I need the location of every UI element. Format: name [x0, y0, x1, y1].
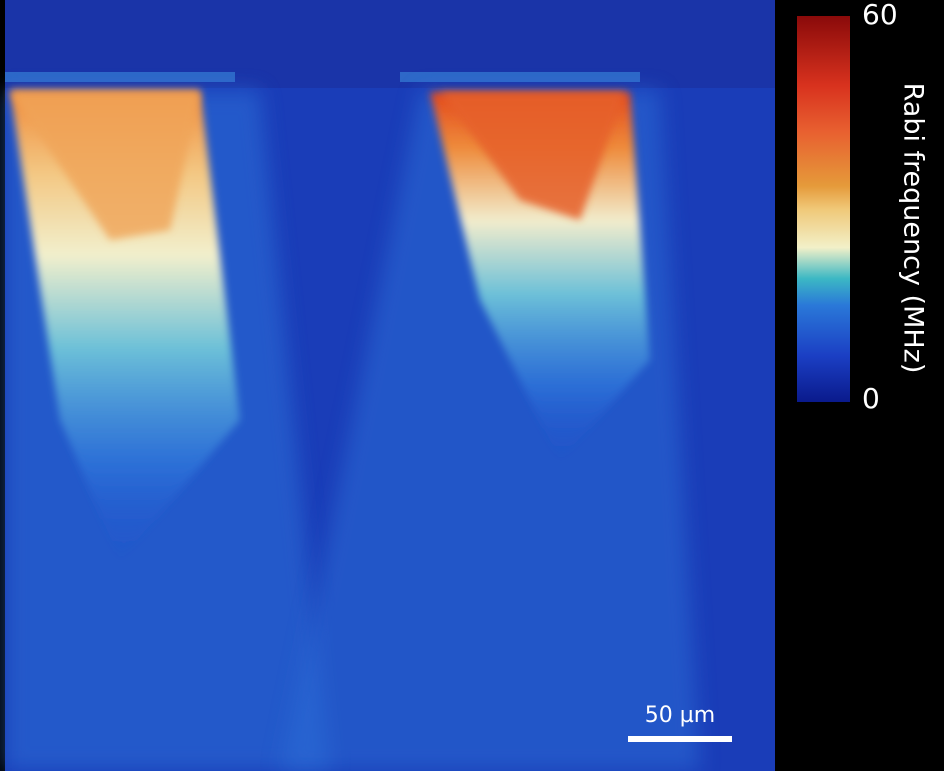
colorbar: [797, 16, 850, 402]
heatmap: [5, 0, 775, 771]
figure: 60 0 Rabi frequency (MHz) 50 µm: [0, 0, 944, 771]
colorbar-tick-label: 60: [862, 0, 898, 31]
scale-bar-label: 50 µm: [645, 703, 715, 728]
colorbar-tick-label: 0: [862, 382, 880, 415]
colorbar-label: Rabi frequency (MHz): [898, 83, 929, 374]
page: 60 0 Rabi frequency (MHz) 50 µm (() => {…: [0, 0, 944, 771]
